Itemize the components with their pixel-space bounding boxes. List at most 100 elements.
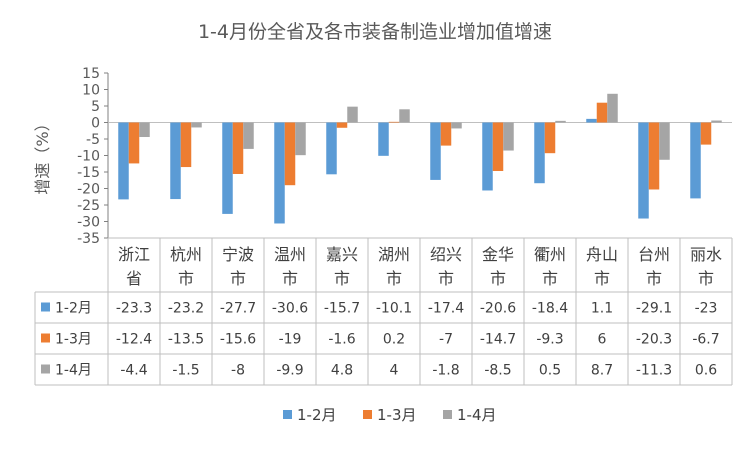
bar-series-1-9: [534, 122, 545, 184]
y-tick-label: 15: [82, 66, 100, 82]
category-label: 市: [178, 269, 194, 288]
bar-series-1-7: [430, 122, 441, 180]
bar-series-1-6: [378, 122, 389, 156]
data-table: 浙江省 杭州市 宁波市 温州市 嘉兴市 湖州市 绍兴市 金华市 衢州市 舟山市 台州市 丽水市 1-2月…: [34, 237, 733, 386]
table-cell-value: -4.4: [120, 363, 147, 379]
bar-series-3-7: [451, 122, 462, 129]
bar-series-1-8: [482, 122, 493, 191]
category-label: 市: [386, 269, 402, 288]
category-label: 金华: [482, 245, 514, 264]
bar-series-3-9: [555, 120, 566, 123]
table-cell-value: -23: [695, 301, 718, 317]
category-label: 嘉兴: [326, 245, 358, 264]
category-label: 市: [230, 269, 246, 288]
category-label: 杭州: [170, 245, 202, 264]
table-cell-value: -9.9: [276, 363, 303, 379]
y-tick-label: -10: [77, 149, 100, 165]
table-cell-value: -17.4: [428, 301, 464, 317]
table-cell-value: -7: [439, 332, 453, 348]
table-cell-value: -1.6: [328, 332, 355, 348]
table-row-key: [41, 302, 50, 312]
bar-layer: [118, 93, 722, 224]
category-label: 舟山: [586, 245, 618, 264]
bar-series-2-2: [180, 122, 192, 168]
table-cell-value: 4.8: [331, 363, 353, 379]
table-row-label: 1-2月: [55, 301, 92, 317]
category-label: 市: [438, 269, 454, 288]
table-cell-value: 1.1: [591, 301, 613, 317]
legend: 1-2月 1-3月 1-4月: [283, 406, 497, 424]
table-cell-value: 8.7: [591, 363, 613, 379]
bar-series-2-7: [440, 122, 452, 146]
bar-series-3-5: [347, 106, 358, 123]
legend-label-2: 1-3月: [377, 406, 417, 424]
bar-series-3-10: [607, 93, 618, 123]
chart-title: 1-4月份全省及各市装备制造业增加值增速: [198, 21, 552, 43]
bar-series-1-11: [638, 122, 649, 219]
table-cell-value: -13.5: [168, 332, 204, 348]
bar-series-2-8: [492, 122, 504, 172]
bar-series-2-9: [544, 122, 556, 154]
bar-series-3-12: [711, 120, 722, 123]
y-tick-label: -30: [77, 215, 100, 231]
y-tick-label: -25: [77, 198, 100, 214]
table-row-key: [41, 333, 50, 343]
bar-series-3-1: [139, 122, 150, 138]
table-cell-value: 0.2: [383, 332, 405, 348]
bar-series-2-10: [596, 102, 608, 123]
table-cell-value: -6.7: [692, 332, 719, 348]
table-cell-value: 0.6: [695, 363, 717, 379]
legend-key-1: [283, 410, 292, 419]
table-cell-value: -20.6: [480, 301, 516, 317]
table-cell-value: -30.6: [272, 301, 308, 317]
legend-key-2: [363, 410, 372, 419]
table-row-label: 1-3月: [55, 332, 92, 348]
category-label: 温州: [274, 245, 306, 264]
y-tick-label: -20: [77, 182, 100, 198]
bar-series-1-4: [274, 122, 285, 224]
category-label: 市: [282, 269, 298, 288]
table-cell-value: -9.3: [536, 332, 563, 348]
category-label: 市: [594, 269, 610, 288]
table-cell-value: 4: [390, 363, 399, 379]
bar-series-3-8: [503, 122, 514, 151]
category-label: 市: [542, 269, 558, 288]
bar-series-1-12: [690, 122, 701, 199]
table-cell-value: -23.2: [168, 301, 204, 317]
table-cell-value: 0.5: [539, 363, 561, 379]
bar-series-2-12: [700, 122, 712, 145]
table-cell-value: -27.7: [220, 301, 256, 317]
category-label: 市: [698, 269, 714, 288]
category-label: 湖州: [378, 245, 410, 264]
category-label: 市: [490, 269, 506, 288]
bar-series-1-5: [326, 122, 337, 175]
y-tick-label: -5: [86, 132, 100, 148]
category-label: 浙江: [118, 245, 150, 264]
category-label: 绍兴: [430, 245, 462, 264]
table-cell-value: -23.3: [116, 301, 152, 317]
table-cell-value: -29.1: [636, 301, 672, 317]
y-axis-label: 增速（%）: [33, 115, 52, 194]
y-tick-label: 10: [82, 83, 100, 99]
bar-series-3-11: [659, 122, 670, 160]
bar-series-2-1: [128, 122, 140, 164]
category-label: 台州: [638, 245, 670, 264]
y-tick-label: -35: [77, 231, 100, 247]
category-label: 衢州: [534, 245, 566, 264]
table-cell-value: -20.3: [636, 332, 672, 348]
table-cell-value: -8: [231, 363, 245, 379]
table-cell-value: -18.4: [532, 301, 568, 317]
category-label: 宁波: [222, 245, 254, 264]
legend-label-1: 1-2月: [297, 406, 337, 424]
bar-series-2-11: [648, 122, 660, 190]
table-cell-value: -10.1: [376, 301, 412, 317]
category-label: 市: [334, 269, 350, 288]
table-cell-value: -15.6: [220, 332, 256, 348]
category-label: 市: [646, 269, 662, 288]
bar-series-1-10: [586, 118, 597, 123]
table-cell-value: -11.3: [636, 363, 672, 379]
bar-series-1-3: [222, 122, 233, 214]
